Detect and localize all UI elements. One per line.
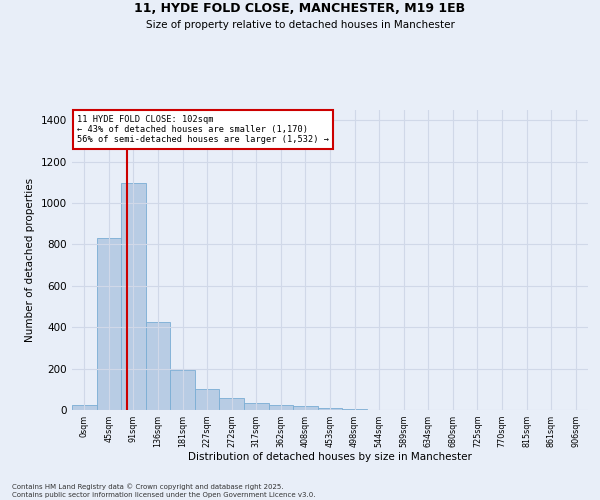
Bar [195, 390, 220, 410]
Bar [170, 370, 195, 410]
Bar [293, 406, 318, 410]
Text: 11, HYDE FOLD CLOSE, MANCHESTER, M19 1EB: 11, HYDE FOLD CLOSE, MANCHESTER, M19 1EB [134, 2, 466, 16]
Bar [121, 184, 146, 410]
Y-axis label: Number of detached properties: Number of detached properties [25, 178, 35, 342]
Bar [220, 398, 244, 410]
Bar [269, 405, 293, 410]
Bar [318, 408, 342, 410]
Text: Distribution of detached houses by size in Manchester: Distribution of detached houses by size … [188, 452, 472, 462]
Bar [97, 238, 121, 410]
Bar [244, 403, 269, 410]
Text: Size of property relative to detached houses in Manchester: Size of property relative to detached ho… [146, 20, 454, 30]
Bar [72, 405, 97, 410]
Text: Contains HM Land Registry data © Crown copyright and database right 2025.
Contai: Contains HM Land Registry data © Crown c… [12, 484, 316, 498]
Text: 11 HYDE FOLD CLOSE: 102sqm
← 43% of detached houses are smaller (1,170)
56% of s: 11 HYDE FOLD CLOSE: 102sqm ← 43% of deta… [77, 114, 329, 144]
Bar [146, 322, 170, 410]
